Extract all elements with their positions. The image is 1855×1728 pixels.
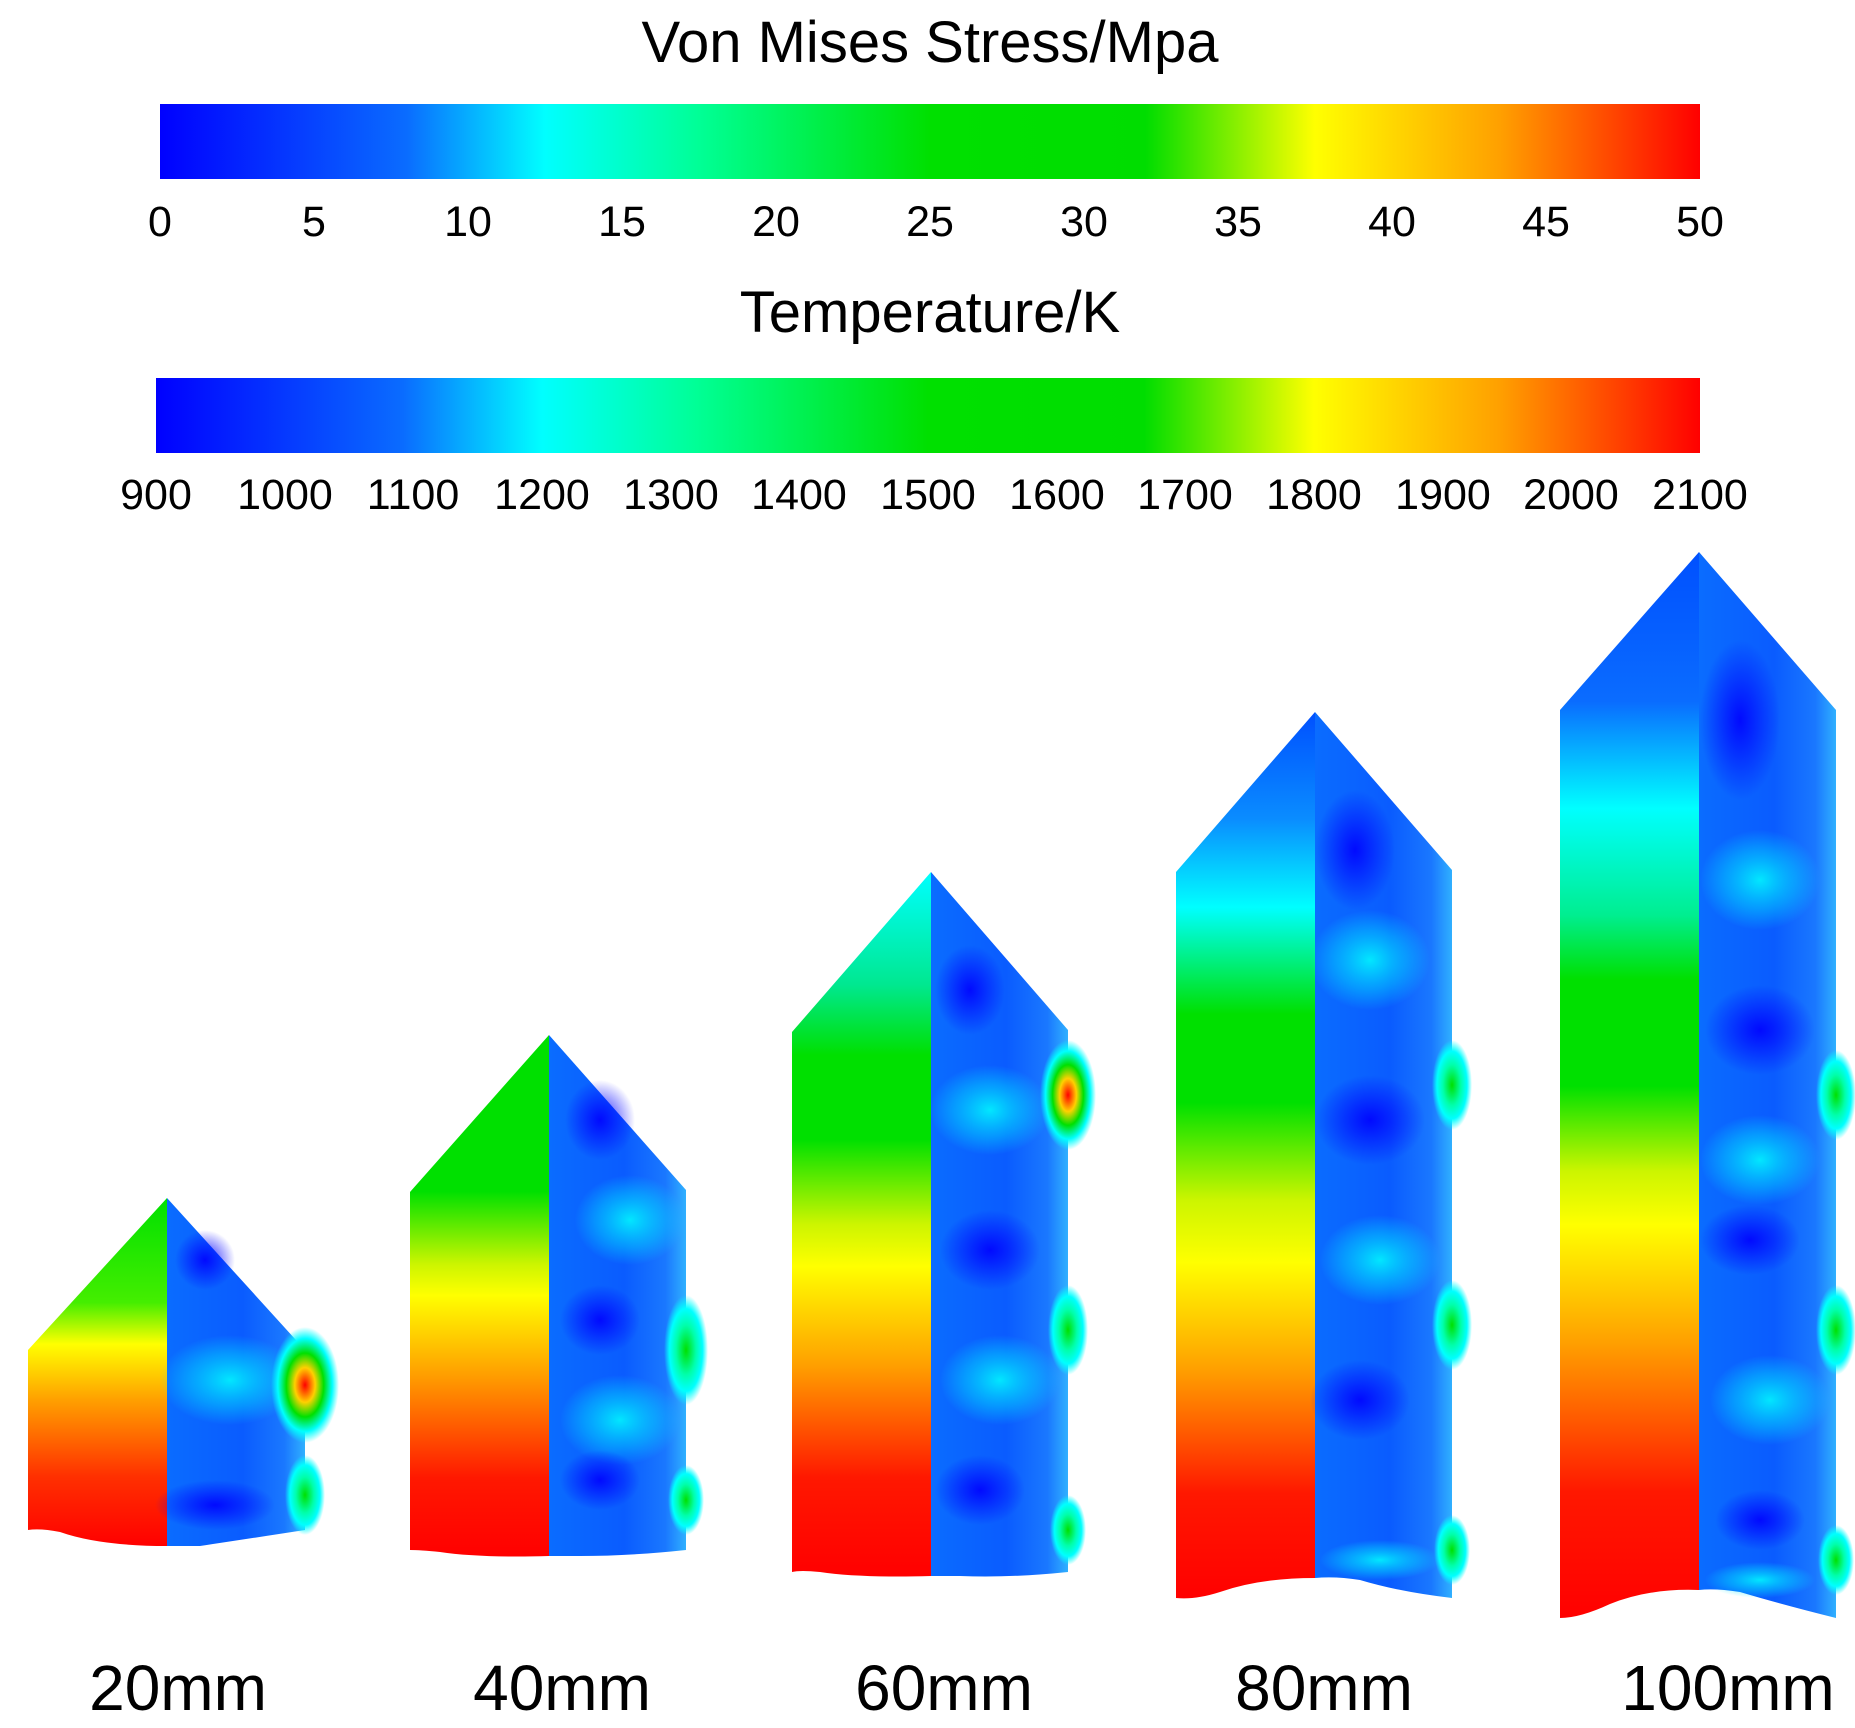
case-60mm-plot <box>792 872 1096 1577</box>
case-label-100mm: 100mm <box>1621 1652 1835 1724</box>
temperature-field-40mm <box>410 1035 549 1557</box>
temperature-tick-label: 1500 <box>880 471 976 519</box>
stress-tick-label: 50 <box>1676 198 1724 246</box>
stress-tick-label: 10 <box>444 198 492 246</box>
stress-tick-label: 15 <box>598 198 646 246</box>
temperature-field-100mm <box>1560 552 1699 1618</box>
case-label-20mm: 20mm <box>89 1652 267 1724</box>
temperature-tick-label: 1300 <box>623 471 719 519</box>
temperature-tick-label: 1800 <box>1266 471 1362 519</box>
case-80mm-plot <box>1176 712 1472 1599</box>
stress-field-20mm <box>155 1198 339 1546</box>
case-label-40mm: 40mm <box>473 1652 651 1724</box>
stress-field-40mm <box>549 1035 708 1556</box>
stress-field-60mm <box>930 872 1096 1577</box>
temperature-field-80mm <box>1176 712 1315 1599</box>
case-20mm-plot <box>28 1198 339 1546</box>
stress-tick-label: 5 <box>302 198 326 246</box>
stress-legend-title: Von Mises Stress/Mpa <box>641 10 1219 75</box>
temperature-tick-label: 2100 <box>1652 471 1748 519</box>
temperature-colorbar <box>156 378 1700 453</box>
temperature-tick-label: 1200 <box>494 471 590 519</box>
temperature-tick-label: 900 <box>120 471 192 519</box>
stress-field-80mm <box>1310 712 1472 1598</box>
case-label-80mm: 80mm <box>1235 1652 1413 1724</box>
stress-tick-label: 45 <box>1522 198 1570 246</box>
temperature-tick-label: 1900 <box>1395 471 1491 519</box>
temperature-tick-label: 1700 <box>1137 471 1233 519</box>
stress-tick-label: 30 <box>1060 198 1108 246</box>
case-40mm-plot <box>410 1035 708 1557</box>
stress-tick-label: 20 <box>752 198 800 246</box>
stress-field-100mm <box>1699 552 1855 1618</box>
temperature-tick-label: 1000 <box>237 471 333 519</box>
stress-tick-label: 25 <box>906 198 954 246</box>
case-label-60mm: 60mm <box>855 1652 1033 1724</box>
temperature-field-20mm <box>28 1198 167 1546</box>
temperature-tick-label: 2000 <box>1523 471 1619 519</box>
temperature-tick-label: 1600 <box>1009 471 1105 519</box>
stress-tick-label: 35 <box>1214 198 1262 246</box>
temperature-field-60mm <box>792 872 931 1577</box>
stress-tick-label: 40 <box>1368 198 1416 246</box>
case-100mm-plot <box>1560 552 1855 1618</box>
stress-colorbar <box>160 104 1700 179</box>
temperature-tick-label: 1100 <box>366 471 460 519</box>
temperature-tick-label: 1400 <box>751 471 847 519</box>
stress-tick-label: 0 <box>148 198 172 246</box>
temperature-legend-title: Temperature/K <box>739 280 1121 345</box>
